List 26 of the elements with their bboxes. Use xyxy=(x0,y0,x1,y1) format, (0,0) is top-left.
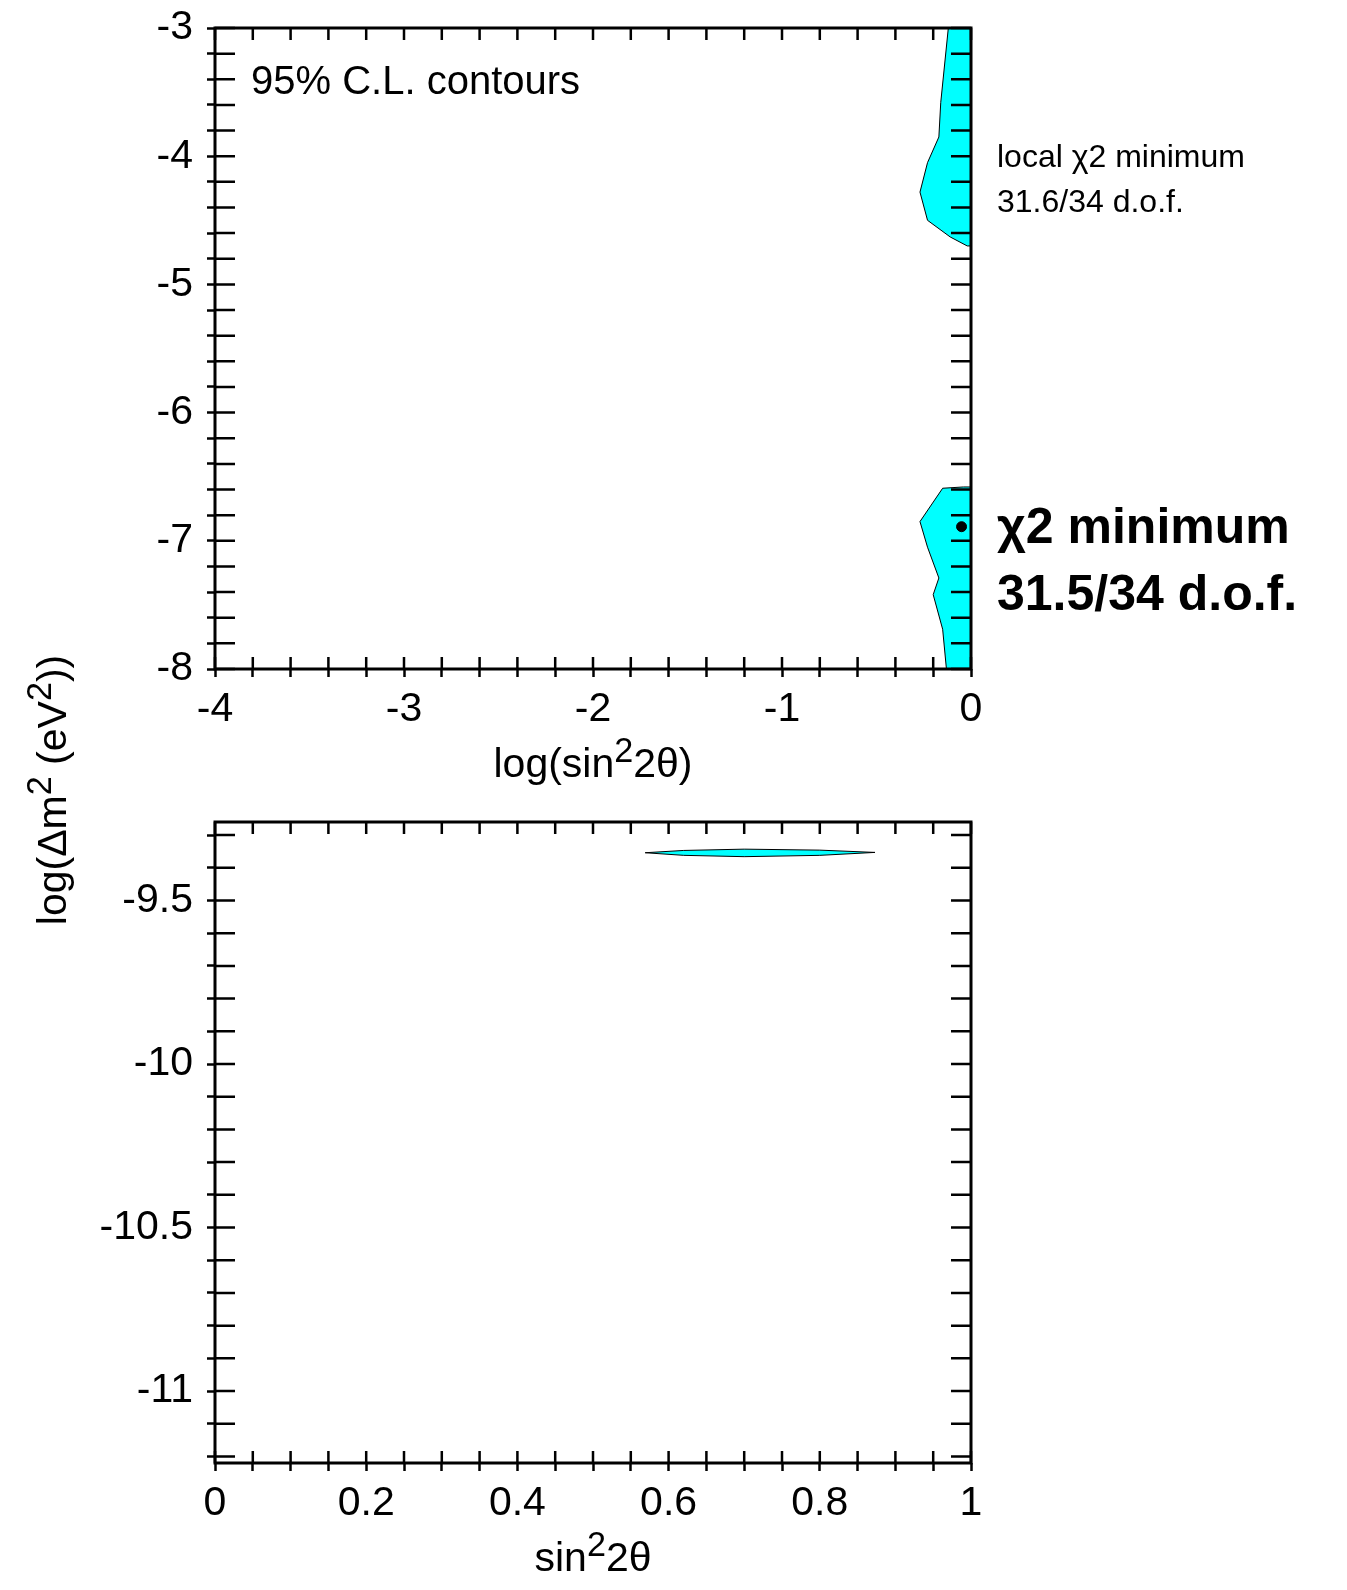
x-tick-label: 0.4 xyxy=(488,1477,546,1524)
x-axis-title: log(sin$^{2}$2θ) xyxy=(493,731,693,787)
annotation: 95% C.L. contours xyxy=(251,57,581,104)
annotation: χ2 minimum 31.5/34 d.o.f. xyxy=(997,496,1298,624)
y-tick-label: -11 xyxy=(136,1365,193,1412)
y-tick-label: -10.5 xyxy=(99,1201,193,1248)
x-tick-label: -2 xyxy=(574,683,612,730)
y-tick-label: -10 xyxy=(133,1038,193,1085)
y-tick-label: -4 xyxy=(156,130,193,177)
x-tick-label: -4 xyxy=(196,683,234,730)
x-tick-label: 0.8 xyxy=(791,1477,849,1524)
y-tick-label: -6 xyxy=(156,386,193,433)
x-tick-label: 1 xyxy=(959,1477,983,1524)
x-tick-label: 0.2 xyxy=(337,1477,395,1524)
x-tick-label: 0 xyxy=(203,1477,227,1524)
x-axis-title: sin$^{2}$2θ xyxy=(534,1525,652,1581)
y-tick-label: -9.5 xyxy=(122,874,193,921)
y-tick-label: -3 xyxy=(156,2,193,49)
annotation: local χ2 minimum 31.6/34 d.o.f. xyxy=(997,137,1245,221)
y-tick-label: -7 xyxy=(156,515,193,562)
x-tick-label: 0.6 xyxy=(640,1477,698,1524)
y-tick-label: -8 xyxy=(156,643,193,690)
y-tick-label: -5 xyxy=(156,258,193,305)
x-tick-label: 0 xyxy=(959,683,983,730)
x-tick-label: -1 xyxy=(763,683,801,730)
x-tick-label: -3 xyxy=(385,683,423,730)
